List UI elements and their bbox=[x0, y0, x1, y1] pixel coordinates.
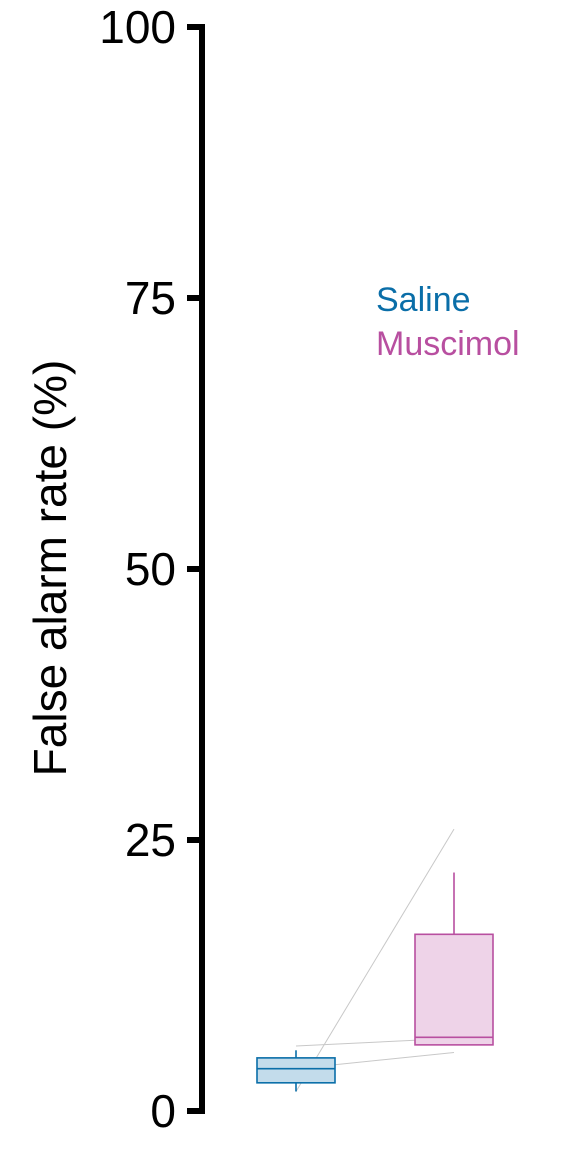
box-muscimol bbox=[414, 933, 494, 1046]
boxes bbox=[256, 872, 494, 1092]
y-tick-label: 75 bbox=[125, 272, 176, 324]
y-axis-title: False alarm rate (%) bbox=[24, 360, 76, 777]
box-saline bbox=[256, 1057, 336, 1084]
y-tick-label: 50 bbox=[125, 543, 176, 595]
legend-entry-muscimol: Muscimol bbox=[376, 325, 520, 363]
legend-entry-saline: Saline bbox=[376, 281, 471, 319]
paired-line bbox=[295, 828, 455, 1092]
legend: Saline Muscimol bbox=[376, 281, 520, 363]
y-tick-label: 100 bbox=[99, 1, 176, 53]
y-tick-label: 25 bbox=[125, 814, 176, 866]
y-tick-label: 0 bbox=[150, 1085, 176, 1137]
y-ticks: 0 25 50 75 100 bbox=[99, 1, 202, 1137]
